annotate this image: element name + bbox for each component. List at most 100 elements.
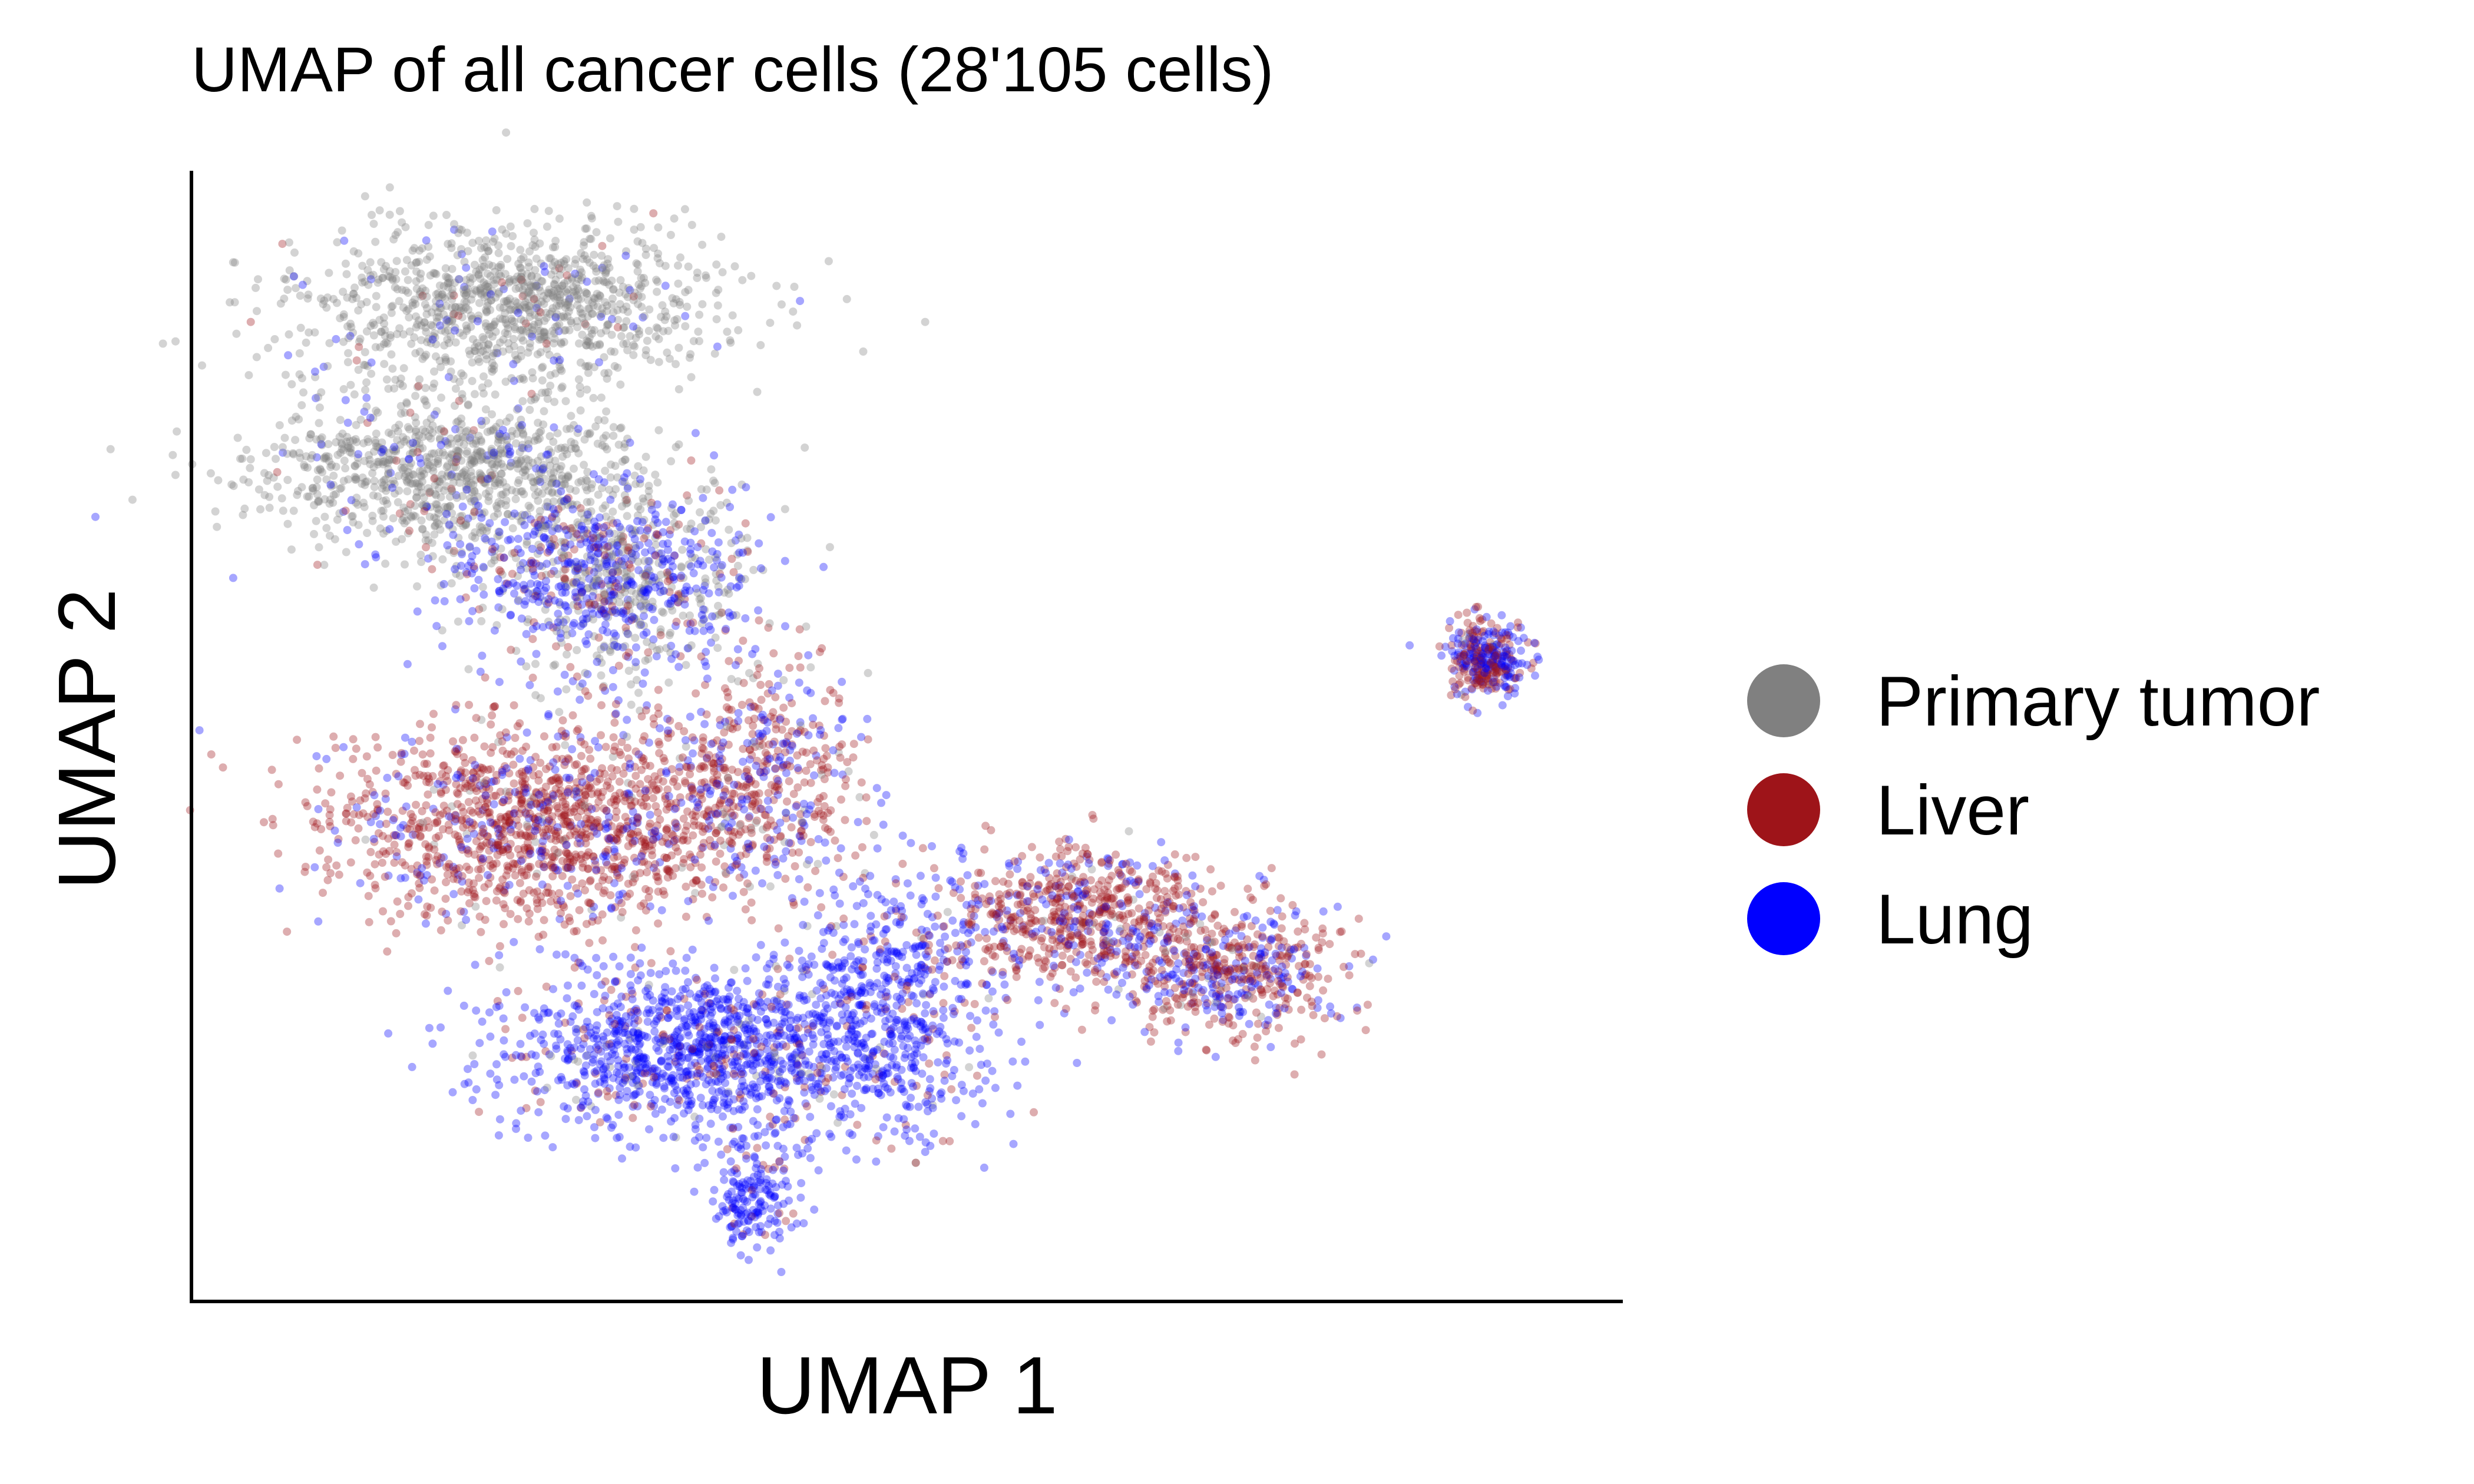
cell-point bbox=[507, 242, 515, 250]
cell-point bbox=[468, 314, 477, 323]
cell-point bbox=[462, 326, 471, 335]
cell-point bbox=[273, 482, 282, 491]
cell-point bbox=[556, 299, 565, 308]
cell-point bbox=[476, 810, 485, 819]
cell-point bbox=[494, 575, 502, 584]
cell-point bbox=[417, 558, 426, 567]
cell-point bbox=[577, 737, 586, 746]
cell-point bbox=[631, 643, 640, 652]
cell-point bbox=[510, 275, 518, 284]
cell-point bbox=[529, 530, 538, 539]
cell-point bbox=[510, 317, 518, 326]
cell-point bbox=[354, 521, 363, 529]
cell-point bbox=[555, 776, 564, 784]
cell-point bbox=[464, 306, 472, 314]
cell-point bbox=[788, 699, 796, 708]
cell-point bbox=[634, 292, 643, 300]
cell-point bbox=[542, 313, 551, 322]
cell-point bbox=[494, 249, 503, 257]
cell-point bbox=[613, 795, 621, 804]
cell-point bbox=[605, 280, 614, 289]
cell-point bbox=[491, 317, 500, 326]
cell-point bbox=[683, 302, 692, 311]
cell-point bbox=[634, 814, 643, 823]
cell-point bbox=[769, 708, 778, 717]
cell-point bbox=[557, 264, 566, 273]
cell-point bbox=[514, 260, 523, 268]
cell-point bbox=[378, 832, 387, 840]
cell-point bbox=[331, 744, 340, 752]
cell-point bbox=[503, 299, 512, 307]
cell-point bbox=[452, 789, 461, 797]
cell-point bbox=[413, 582, 421, 591]
cell-point bbox=[637, 712, 646, 721]
cell-point bbox=[352, 493, 361, 502]
cell-point bbox=[584, 296, 593, 304]
cell-point bbox=[517, 346, 525, 354]
cell-point bbox=[354, 366, 363, 374]
cell-point bbox=[538, 389, 547, 397]
cell-point bbox=[485, 260, 494, 269]
cell-point bbox=[498, 746, 507, 755]
cell-point bbox=[381, 332, 389, 340]
cell-point bbox=[558, 382, 567, 391]
cell-point bbox=[547, 307, 556, 316]
cell-point bbox=[480, 293, 489, 302]
cell-point bbox=[246, 455, 255, 463]
cell-point bbox=[815, 648, 824, 657]
cell-point bbox=[596, 292, 604, 300]
cell-point bbox=[581, 764, 590, 773]
cell-point bbox=[407, 513, 416, 522]
cell-point bbox=[553, 310, 561, 319]
cell-point bbox=[589, 393, 598, 402]
cell-point bbox=[755, 616, 763, 625]
cell-point bbox=[424, 432, 433, 440]
cell-point bbox=[366, 847, 375, 856]
cell-point bbox=[561, 588, 570, 597]
cell-point bbox=[287, 416, 296, 425]
cell-point bbox=[426, 903, 435, 912]
cell-point bbox=[482, 897, 491, 906]
cell-point bbox=[863, 714, 872, 723]
cell-point bbox=[616, 380, 625, 389]
cell-point bbox=[631, 926, 640, 935]
cell-point bbox=[325, 499, 334, 508]
cell-point bbox=[734, 708, 743, 717]
cell-point bbox=[654, 249, 663, 258]
cell-point bbox=[421, 300, 429, 309]
cell-point bbox=[637, 303, 646, 312]
cell-point bbox=[428, 335, 437, 344]
cell-point bbox=[525, 247, 534, 256]
cell-point bbox=[656, 571, 665, 579]
cell-point bbox=[356, 334, 365, 343]
cell-point bbox=[459, 306, 468, 314]
cell-point bbox=[699, 605, 707, 614]
cell-point bbox=[416, 551, 425, 559]
cell-point bbox=[626, 564, 635, 572]
cell-point bbox=[436, 363, 445, 372]
cell-point bbox=[518, 278, 527, 287]
cell-point bbox=[549, 758, 558, 767]
cell-point bbox=[386, 273, 394, 281]
cell-point bbox=[713, 342, 722, 351]
cell-point bbox=[770, 782, 779, 791]
cell-point bbox=[283, 928, 292, 936]
cell-point bbox=[547, 479, 556, 488]
cell-point bbox=[497, 814, 505, 823]
cell-point bbox=[585, 939, 594, 948]
cell-point bbox=[415, 375, 424, 384]
cell-point bbox=[665, 355, 674, 363]
cell-point bbox=[554, 582, 563, 591]
cell-point bbox=[809, 746, 818, 755]
cell-point bbox=[440, 597, 449, 605]
cell-point bbox=[320, 453, 329, 462]
cell-point bbox=[524, 263, 533, 271]
cell-point bbox=[719, 883, 727, 892]
cell-point bbox=[386, 333, 395, 342]
cell-point bbox=[474, 342, 483, 350]
cell-point bbox=[412, 323, 421, 332]
cell-point bbox=[528, 368, 537, 377]
cell-point bbox=[768, 686, 776, 695]
cell-point bbox=[690, 627, 699, 635]
cell-point bbox=[577, 249, 586, 257]
